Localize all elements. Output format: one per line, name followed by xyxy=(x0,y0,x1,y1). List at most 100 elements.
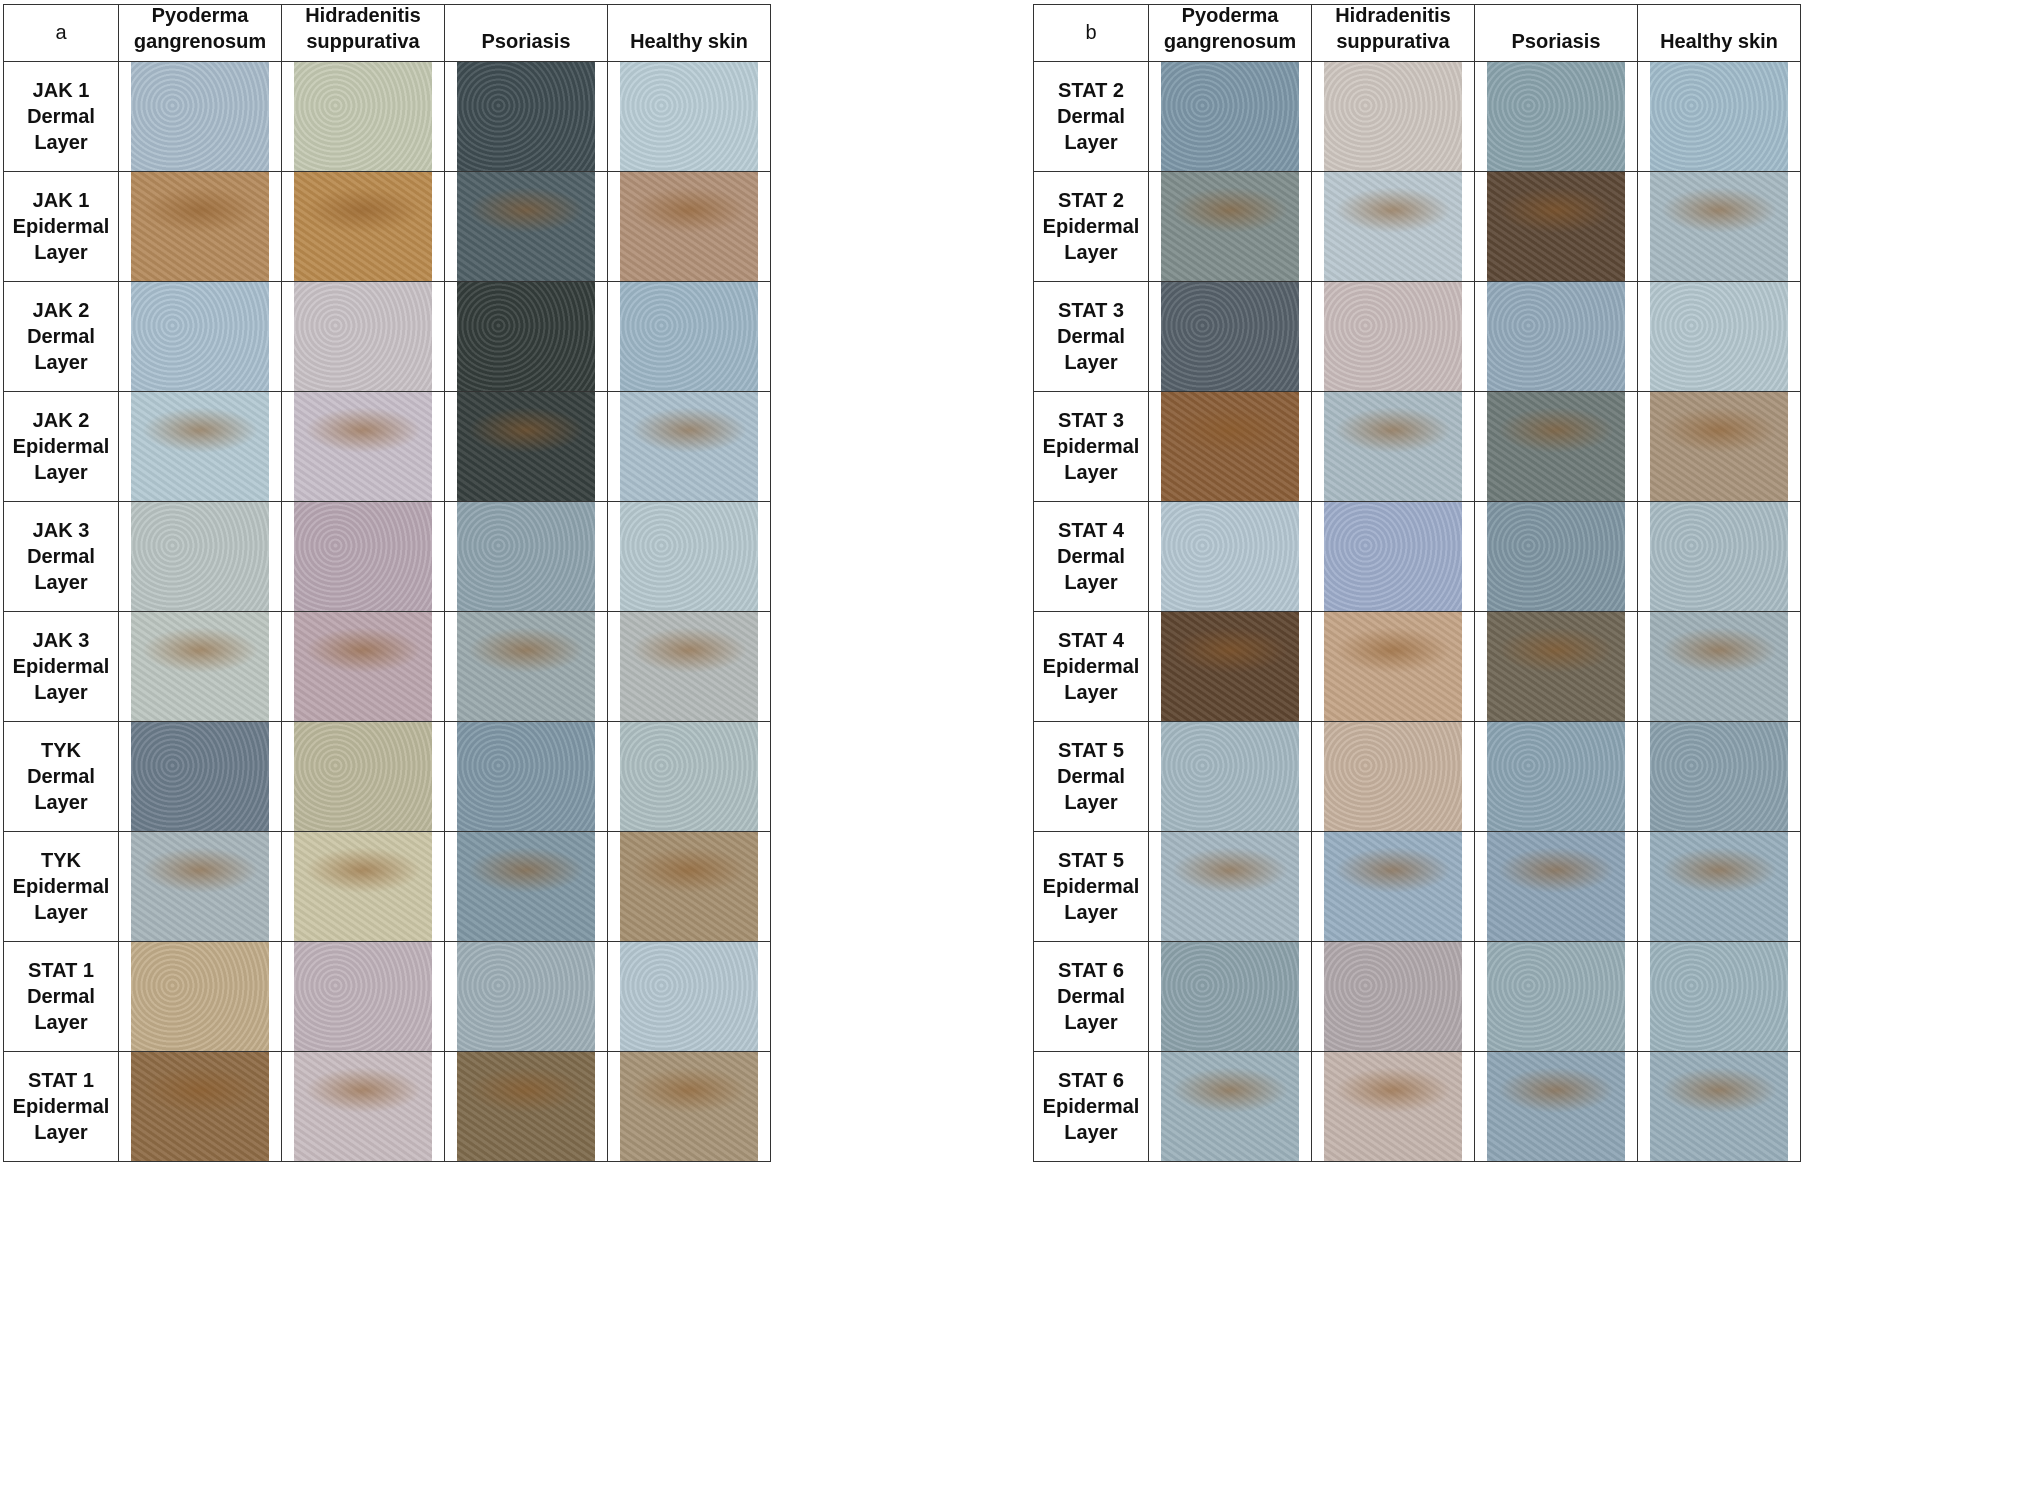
micrograph-cell xyxy=(1638,612,1801,722)
histology-image xyxy=(1650,722,1788,831)
micrograph-cell xyxy=(445,172,608,282)
histology-image xyxy=(1487,282,1625,391)
histology-image xyxy=(1324,392,1462,501)
row-label-text: STAT 6 Epidermal Layer xyxy=(1042,1069,1140,1144)
micrograph-cell xyxy=(1638,832,1801,942)
micrograph-cell xyxy=(1475,942,1638,1052)
histology-image xyxy=(131,62,269,171)
histology-image xyxy=(1324,942,1462,1051)
micrograph-cell xyxy=(1149,392,1312,502)
histology-image xyxy=(1324,502,1462,611)
micrograph-cell xyxy=(608,722,771,832)
histology-image xyxy=(294,392,432,501)
row-label: STAT 5 Epidermal Layer xyxy=(1034,832,1149,942)
row-label-text: JAK 2 Dermal Layer xyxy=(27,299,95,374)
histology-image xyxy=(1324,62,1462,171)
micrograph-cell xyxy=(1475,282,1638,392)
histology-image xyxy=(1161,392,1299,501)
micrograph-cell xyxy=(1475,612,1638,722)
micrograph-cell xyxy=(1312,1052,1475,1162)
histology-image xyxy=(620,832,758,941)
histology-image xyxy=(131,282,269,391)
histology-image xyxy=(1161,172,1299,281)
micrograph-cell xyxy=(282,62,445,172)
micrograph-cell xyxy=(1638,282,1801,392)
histology-image xyxy=(1487,62,1625,171)
row-label-text: TYK Dermal Layer xyxy=(27,739,95,814)
histology-image xyxy=(1324,722,1462,831)
row-label: STAT 4 Epidermal Layer xyxy=(1034,612,1149,722)
micrograph-cell xyxy=(608,832,771,942)
micrograph-cell xyxy=(282,282,445,392)
row-label-text: STAT 6 Dermal Layer xyxy=(1057,959,1125,1034)
micrograph-cell xyxy=(1312,282,1475,392)
histology-image xyxy=(131,832,269,941)
row-label-text: STAT 1 Dermal Layer xyxy=(27,959,95,1034)
histology-image xyxy=(457,282,595,391)
micrograph-cell xyxy=(445,722,608,832)
histology-image xyxy=(457,502,595,611)
row-label-text: STAT 3 Dermal Layer xyxy=(1057,299,1125,374)
row-label: STAT 3 Epidermal Layer xyxy=(1034,392,1149,502)
row-label-text: STAT 4 Dermal Layer xyxy=(1057,519,1125,594)
row-label-text: JAK 3 Dermal Layer xyxy=(27,519,95,594)
micrograph-cell xyxy=(282,722,445,832)
histology-image xyxy=(131,942,269,1051)
row-label: STAT 2 Dermal Layer xyxy=(1034,62,1149,172)
histology-image xyxy=(294,1052,432,1161)
micrograph-cell xyxy=(445,392,608,502)
histology-image xyxy=(294,832,432,941)
histology-image xyxy=(1650,832,1788,941)
row-label-text: STAT 2 Epidermal Layer xyxy=(1042,189,1140,264)
histology-image xyxy=(457,942,595,1051)
micrograph-cell xyxy=(1638,62,1801,172)
histology-image xyxy=(457,832,595,941)
histology-image xyxy=(1161,612,1299,721)
histology-image xyxy=(1161,1052,1299,1161)
micrograph-cell xyxy=(1638,502,1801,612)
micrograph-cell xyxy=(1312,722,1475,832)
micrograph-cell xyxy=(282,612,445,722)
column-header-label: Hidradenitis suppurativa xyxy=(305,5,421,53)
micrograph-cell xyxy=(119,612,282,722)
micrograph-cell xyxy=(608,1052,771,1162)
micrograph-cell xyxy=(1312,172,1475,282)
micrograph-cell xyxy=(1149,172,1312,282)
column-header-label: Healthy skin xyxy=(1660,31,1778,53)
histology-image xyxy=(620,172,758,281)
row-label-text: STAT 4 Epidermal Layer xyxy=(1042,629,1140,704)
micrograph-cell xyxy=(445,502,608,612)
micrograph-cell xyxy=(608,612,771,722)
histology-image xyxy=(1161,62,1299,171)
histology-image xyxy=(1161,282,1299,391)
micrograph-cell xyxy=(282,942,445,1052)
histology-image xyxy=(1487,172,1625,281)
row-label-text: STAT 5 Dermal Layer xyxy=(1057,739,1125,814)
histology-image xyxy=(1487,392,1625,501)
row-label-text: STAT 3 Epidermal Layer xyxy=(1042,409,1140,484)
micrograph-cell xyxy=(445,1052,608,1162)
micrograph-cell xyxy=(1638,1052,1801,1162)
histology-image xyxy=(1650,502,1788,611)
row-label-text: JAK 2 Epidermal Layer xyxy=(12,409,110,484)
micrograph-cell xyxy=(282,832,445,942)
row-label: STAT 1 Dermal Layer xyxy=(4,942,119,1052)
panel-letter: a xyxy=(4,5,119,62)
histology-image xyxy=(294,172,432,281)
column-header-label: Pyoderma gangrenosum xyxy=(133,5,267,53)
micrograph-cell xyxy=(1638,172,1801,282)
micrograph-cell xyxy=(1149,832,1312,942)
micrograph-cell xyxy=(119,722,282,832)
row-label-text: JAK 1 Dermal Layer xyxy=(27,79,95,154)
micrograph-cell xyxy=(1638,942,1801,1052)
histology-image xyxy=(1324,172,1462,281)
histology-image xyxy=(1324,612,1462,721)
micrograph-cell xyxy=(282,172,445,282)
micrograph-cell xyxy=(119,502,282,612)
column-header: Pyoderma gangrenosum xyxy=(1149,5,1312,62)
row-label: TYK Dermal Layer xyxy=(4,722,119,832)
micrograph-cell xyxy=(445,62,608,172)
column-header: Hidradenitis suppurativa xyxy=(1312,5,1475,62)
micrograph-cell xyxy=(1638,722,1801,832)
micrograph-cell xyxy=(608,172,771,282)
